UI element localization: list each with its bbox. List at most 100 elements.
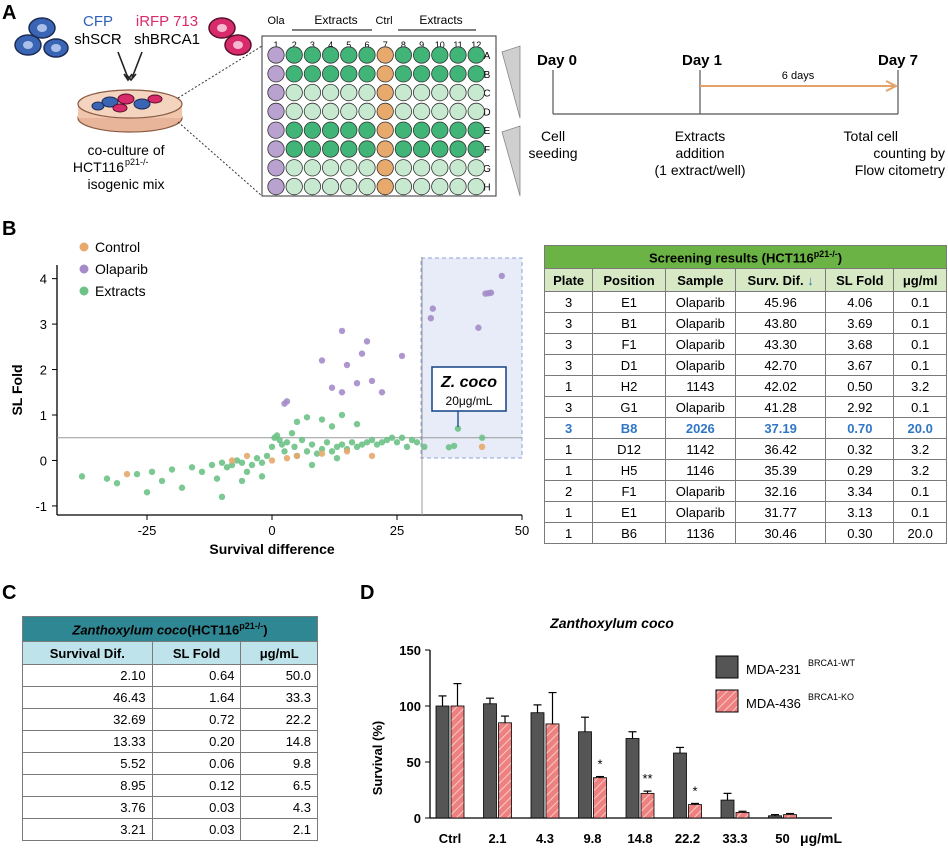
table-row: 3 D1 Olaparib 42.70 3.67 0.1 [543, 354, 947, 376]
table-cell: 36.42 [734, 438, 827, 460]
plate-well [449, 140, 467, 158]
plate-col-label: 4 [328, 40, 333, 50]
day0-label: Day 0 [537, 52, 577, 69]
plate-well [340, 140, 358, 158]
plate-well [358, 84, 376, 102]
plate-well [431, 84, 449, 102]
panel-c-label: C [2, 582, 17, 604]
plate-well [340, 65, 358, 83]
scatter-point-olaparib [343, 361, 351, 369]
scatter-point-extracts [421, 443, 428, 451]
scatter-point-extracts [368, 436, 376, 444]
plate-well [394, 159, 412, 177]
table-cell: 42.70 [734, 354, 827, 376]
scatter-point-olaparib [498, 272, 505, 280]
screening-results-table: Screening results (HCT116p21-/-) Plate Po… [543, 245, 947, 544]
panel-a-label: A [2, 2, 17, 24]
zcoco-annotation: Z. coco 20μg/mL [431, 366, 507, 427]
irfp-label: iRFP 713 [136, 13, 198, 30]
scatter-point-extracts [228, 461, 236, 469]
table-cell: 30.46 [734, 522, 827, 544]
legend-control: Control [95, 239, 140, 255]
scatter-ytick: 2 [40, 363, 47, 378]
plate-well [412, 140, 431, 158]
table-cell: 2.1 [240, 818, 318, 841]
scatter-point-extracts [248, 461, 256, 469]
scatter-ytick: 1 [40, 408, 47, 423]
table-cell: B8 [592, 417, 666, 439]
scatter-point-extracts [408, 436, 416, 444]
bar-xtick: 4.3 [536, 831, 554, 846]
plate-well [467, 102, 485, 121]
plate-well [267, 178, 285, 196]
table-cell: E1 [592, 291, 666, 313]
plate-well [467, 65, 485, 83]
plate-extracts-label-right: Extracts [419, 13, 462, 27]
plate-well [412, 46, 431, 64]
table-cell: Olaparib [664, 501, 736, 523]
plate-row-label: C [483, 89, 490, 100]
coculture-line2: HCT116 [73, 159, 124, 175]
plate-col-label: 3 [310, 40, 315, 50]
plate-well [449, 159, 467, 177]
bar-legend: MDA-231 BRCA1-WT MDA-436 BRCA1-KO [715, 655, 856, 713]
scatter-point-extracts [238, 459, 246, 466]
table-cell: 32.16 [734, 480, 827, 502]
scatter-point-olaparib [368, 377, 376, 385]
highlight-region [420, 257, 523, 459]
scatter-point-extracts [303, 448, 311, 455]
plate-well [303, 140, 321, 158]
table-cell: E1 [592, 501, 666, 523]
table-row: 2 F1 Olaparib 32.16 3.34 0.1 [543, 480, 947, 502]
scatter-point-olaparib [363, 338, 371, 345]
plate-well [358, 178, 376, 196]
table-cell: 3.13 [825, 501, 895, 523]
plate-extracts-label-left: Extracts [314, 13, 357, 27]
plate-col-label: 6 [364, 40, 369, 50]
bar-chart-title: Zanthoxylum coco [549, 615, 674, 631]
plate-well [467, 46, 485, 64]
table-cell: F1 [592, 333, 666, 355]
plate-well [303, 84, 321, 102]
table-cell: 20.0 [893, 522, 947, 544]
plate-col-label: 12 [471, 40, 481, 50]
plate-well [321, 121, 340, 139]
plate-well [394, 65, 412, 83]
scatter-point-olaparib [338, 389, 346, 396]
scatter-point-extracts [281, 448, 288, 455]
bar-mda231 [625, 738, 640, 819]
table-row: 3 B1 Olaparib 43.80 3.69 0.1 [543, 312, 947, 334]
table-cell: 43.80 [734, 312, 827, 334]
table-cell: 0.64 [151, 664, 242, 687]
plate-well [303, 102, 321, 121]
table-cell: 31.77 [734, 501, 827, 523]
scatter-ytick: 4 [40, 272, 47, 287]
table-cell: G1 [592, 396, 666, 418]
bar-chart: Zanthoxylum coco Survival (%) 050100150 … [370, 615, 856, 846]
plate-well [376, 65, 394, 83]
scatter-legend: Control Olaparib Extracts [79, 239, 148, 299]
scatter-point-olaparib [353, 379, 361, 387]
table-cell: D1 [592, 354, 666, 376]
plate-well [467, 178, 485, 196]
scatter-point-control [368, 452, 376, 460]
scatter-xlabel: Survival difference [209, 541, 334, 557]
table-row: 2.10 0.64 50.0 [22, 664, 318, 687]
plate-row-label: F [484, 145, 490, 156]
plate-well [412, 65, 431, 83]
table-row: 1 B6 1136 30.46 0.30 20.0 [543, 522, 947, 544]
legend-olaparib: Olaparib [95, 261, 148, 277]
bar-mda436 [593, 777, 607, 819]
scatter-point-control [123, 470, 131, 478]
table-row: 1 D12 1142 36.42 0.32 3.2 [543, 438, 947, 460]
table-b-header: SL Fold [825, 268, 895, 292]
scatter-point-extracts [450, 442, 458, 450]
scatter-point-olaparib [358, 350, 366, 357]
plate-col-label: 11 [453, 40, 462, 50]
table-cell: 5.52 [22, 752, 153, 775]
scatter-point-extracts [378, 439, 386, 446]
scatter-point-extracts [308, 461, 316, 469]
plate-well [285, 65, 303, 83]
table-cell: 0.50 [825, 375, 895, 397]
cfp-label: CFP [83, 13, 113, 30]
